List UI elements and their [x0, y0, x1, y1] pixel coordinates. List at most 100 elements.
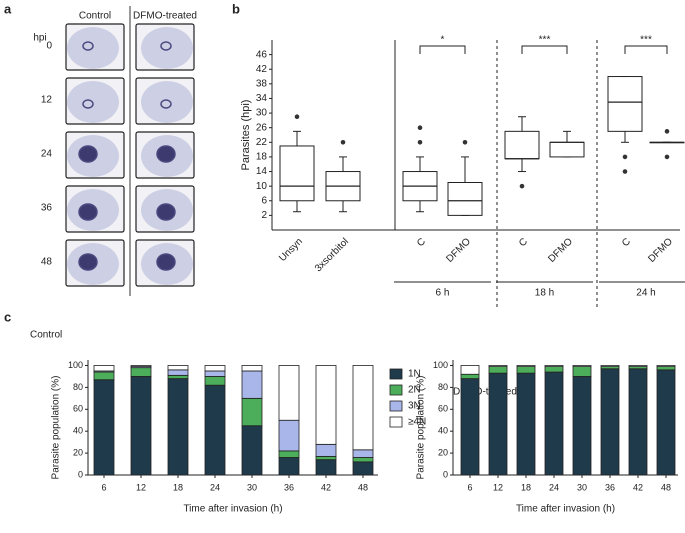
bar-segment — [488, 366, 508, 374]
x-tick-label: C — [517, 236, 530, 249]
bar-segment — [352, 457, 374, 463]
bar-segment — [656, 366, 676, 371]
y-tick-label: 0 — [443, 469, 448, 479]
y-tick-label: 60 — [73, 404, 83, 414]
y-tick-label: 100 — [68, 360, 83, 370]
x-tick-label: 6 — [101, 482, 106, 492]
y-tick-label: 10 — [256, 181, 268, 192]
parasite — [160, 99, 172, 109]
y-tick-label: 30 — [256, 108, 268, 119]
outlier — [417, 140, 423, 145]
bar-segment — [204, 384, 226, 476]
red-cell — [141, 81, 193, 123]
bar-segment — [167, 365, 189, 371]
parasite — [78, 145, 98, 163]
y-tick-label: 20 — [438, 447, 448, 457]
x-tick-label: C — [620, 236, 633, 249]
chart-title: Control — [30, 330, 62, 341]
bar-segment — [167, 369, 189, 376]
x-tick-label: 18 — [521, 482, 531, 492]
x-tick-label: 42 — [633, 482, 643, 492]
y-tick-label: 18 — [256, 152, 268, 163]
group-label: 18 h — [535, 288, 554, 299]
bar-segment — [628, 368, 648, 476]
y-axis-label: Parasite population (%) — [51, 376, 62, 480]
bar-segment — [460, 365, 480, 375]
bar-segment — [656, 365, 676, 367]
bar-segment — [516, 365, 536, 367]
x-tick-label: 30 — [247, 482, 257, 492]
bar-segment — [352, 365, 374, 451]
panel-label: c — [4, 309, 11, 324]
box — [447, 182, 483, 216]
parasite — [160, 41, 172, 51]
y-axis-label: Parasites (hpi) — [240, 100, 252, 171]
x-tick-label: 3xsorbitol — [313, 236, 351, 274]
group-label: 6 h — [436, 288, 450, 299]
row-label: 12 — [41, 95, 53, 106]
y-tick-label: 26 — [256, 122, 268, 133]
outlier — [294, 114, 300, 120]
y-tick-label: 80 — [438, 382, 448, 392]
box — [607, 76, 643, 132]
x-tick-label: DFMO — [546, 236, 575, 265]
parasite — [82, 41, 94, 51]
bar-segment — [278, 450, 300, 458]
parasite — [82, 99, 94, 109]
bar-segment — [544, 365, 564, 367]
x-tick-label: 30 — [577, 482, 587, 492]
outlier — [340, 140, 346, 145]
x-tick-label: Unsyn — [277, 236, 305, 264]
bar-segment — [278, 419, 300, 452]
significance-bracket — [521, 45, 568, 54]
bar-segment — [572, 376, 592, 476]
parasite — [78, 253, 98, 271]
significance: *** — [640, 35, 652, 46]
outlier — [417, 125, 423, 130]
parasite — [156, 145, 176, 163]
y-tick-label: 0 — [78, 469, 83, 479]
y-tick-label: 34 — [256, 93, 268, 104]
group-label: 24 h — [636, 288, 655, 299]
x-tick-label: 12 — [136, 482, 146, 492]
bar-segment — [204, 370, 226, 377]
x-tick-label: 36 — [284, 482, 294, 492]
box — [549, 141, 585, 158]
outlier — [462, 140, 468, 145]
x-tick-label: 48 — [661, 482, 671, 492]
bar-segment — [241, 397, 263, 427]
panel-label: a — [4, 1, 12, 16]
y-tick-label: 80 — [73, 382, 83, 392]
y-tick-label: 60 — [438, 404, 448, 414]
y-tick-label: 14 — [256, 166, 268, 177]
significance: * — [441, 35, 445, 46]
bar-segment — [93, 365, 115, 372]
legend-label: 2N — [408, 385, 421, 396]
row-header: hpi — [33, 33, 46, 44]
legend-swatch — [389, 384, 403, 396]
bar-segment — [600, 365, 620, 367]
x-tick-label: 6 — [467, 482, 472, 492]
x-tick-label: C — [415, 236, 428, 249]
bar-segment — [204, 376, 226, 386]
bar-segment — [241, 370, 263, 399]
y-tick-label: 100 — [433, 360, 448, 370]
legend-swatch — [389, 416, 403, 428]
bar-segment — [544, 371, 564, 476]
outlier — [622, 154, 628, 160]
parasite — [156, 203, 176, 221]
y-tick-label: 6 — [261, 195, 267, 206]
row-label: 24 — [41, 149, 53, 160]
y-tick-label: 20 — [73, 447, 83, 457]
significance: *** — [539, 35, 551, 46]
row-label: 48 — [41, 257, 53, 268]
bar-segment — [167, 374, 189, 380]
bar-segment — [315, 459, 337, 476]
bar-segment — [352, 461, 374, 476]
y-tick-label: 42 — [256, 64, 268, 75]
x-axis-label: Time after invasion (h) — [183, 504, 282, 515]
bar-segment — [130, 376, 152, 476]
bar-segment — [93, 379, 115, 476]
bar-segment — [460, 378, 480, 476]
